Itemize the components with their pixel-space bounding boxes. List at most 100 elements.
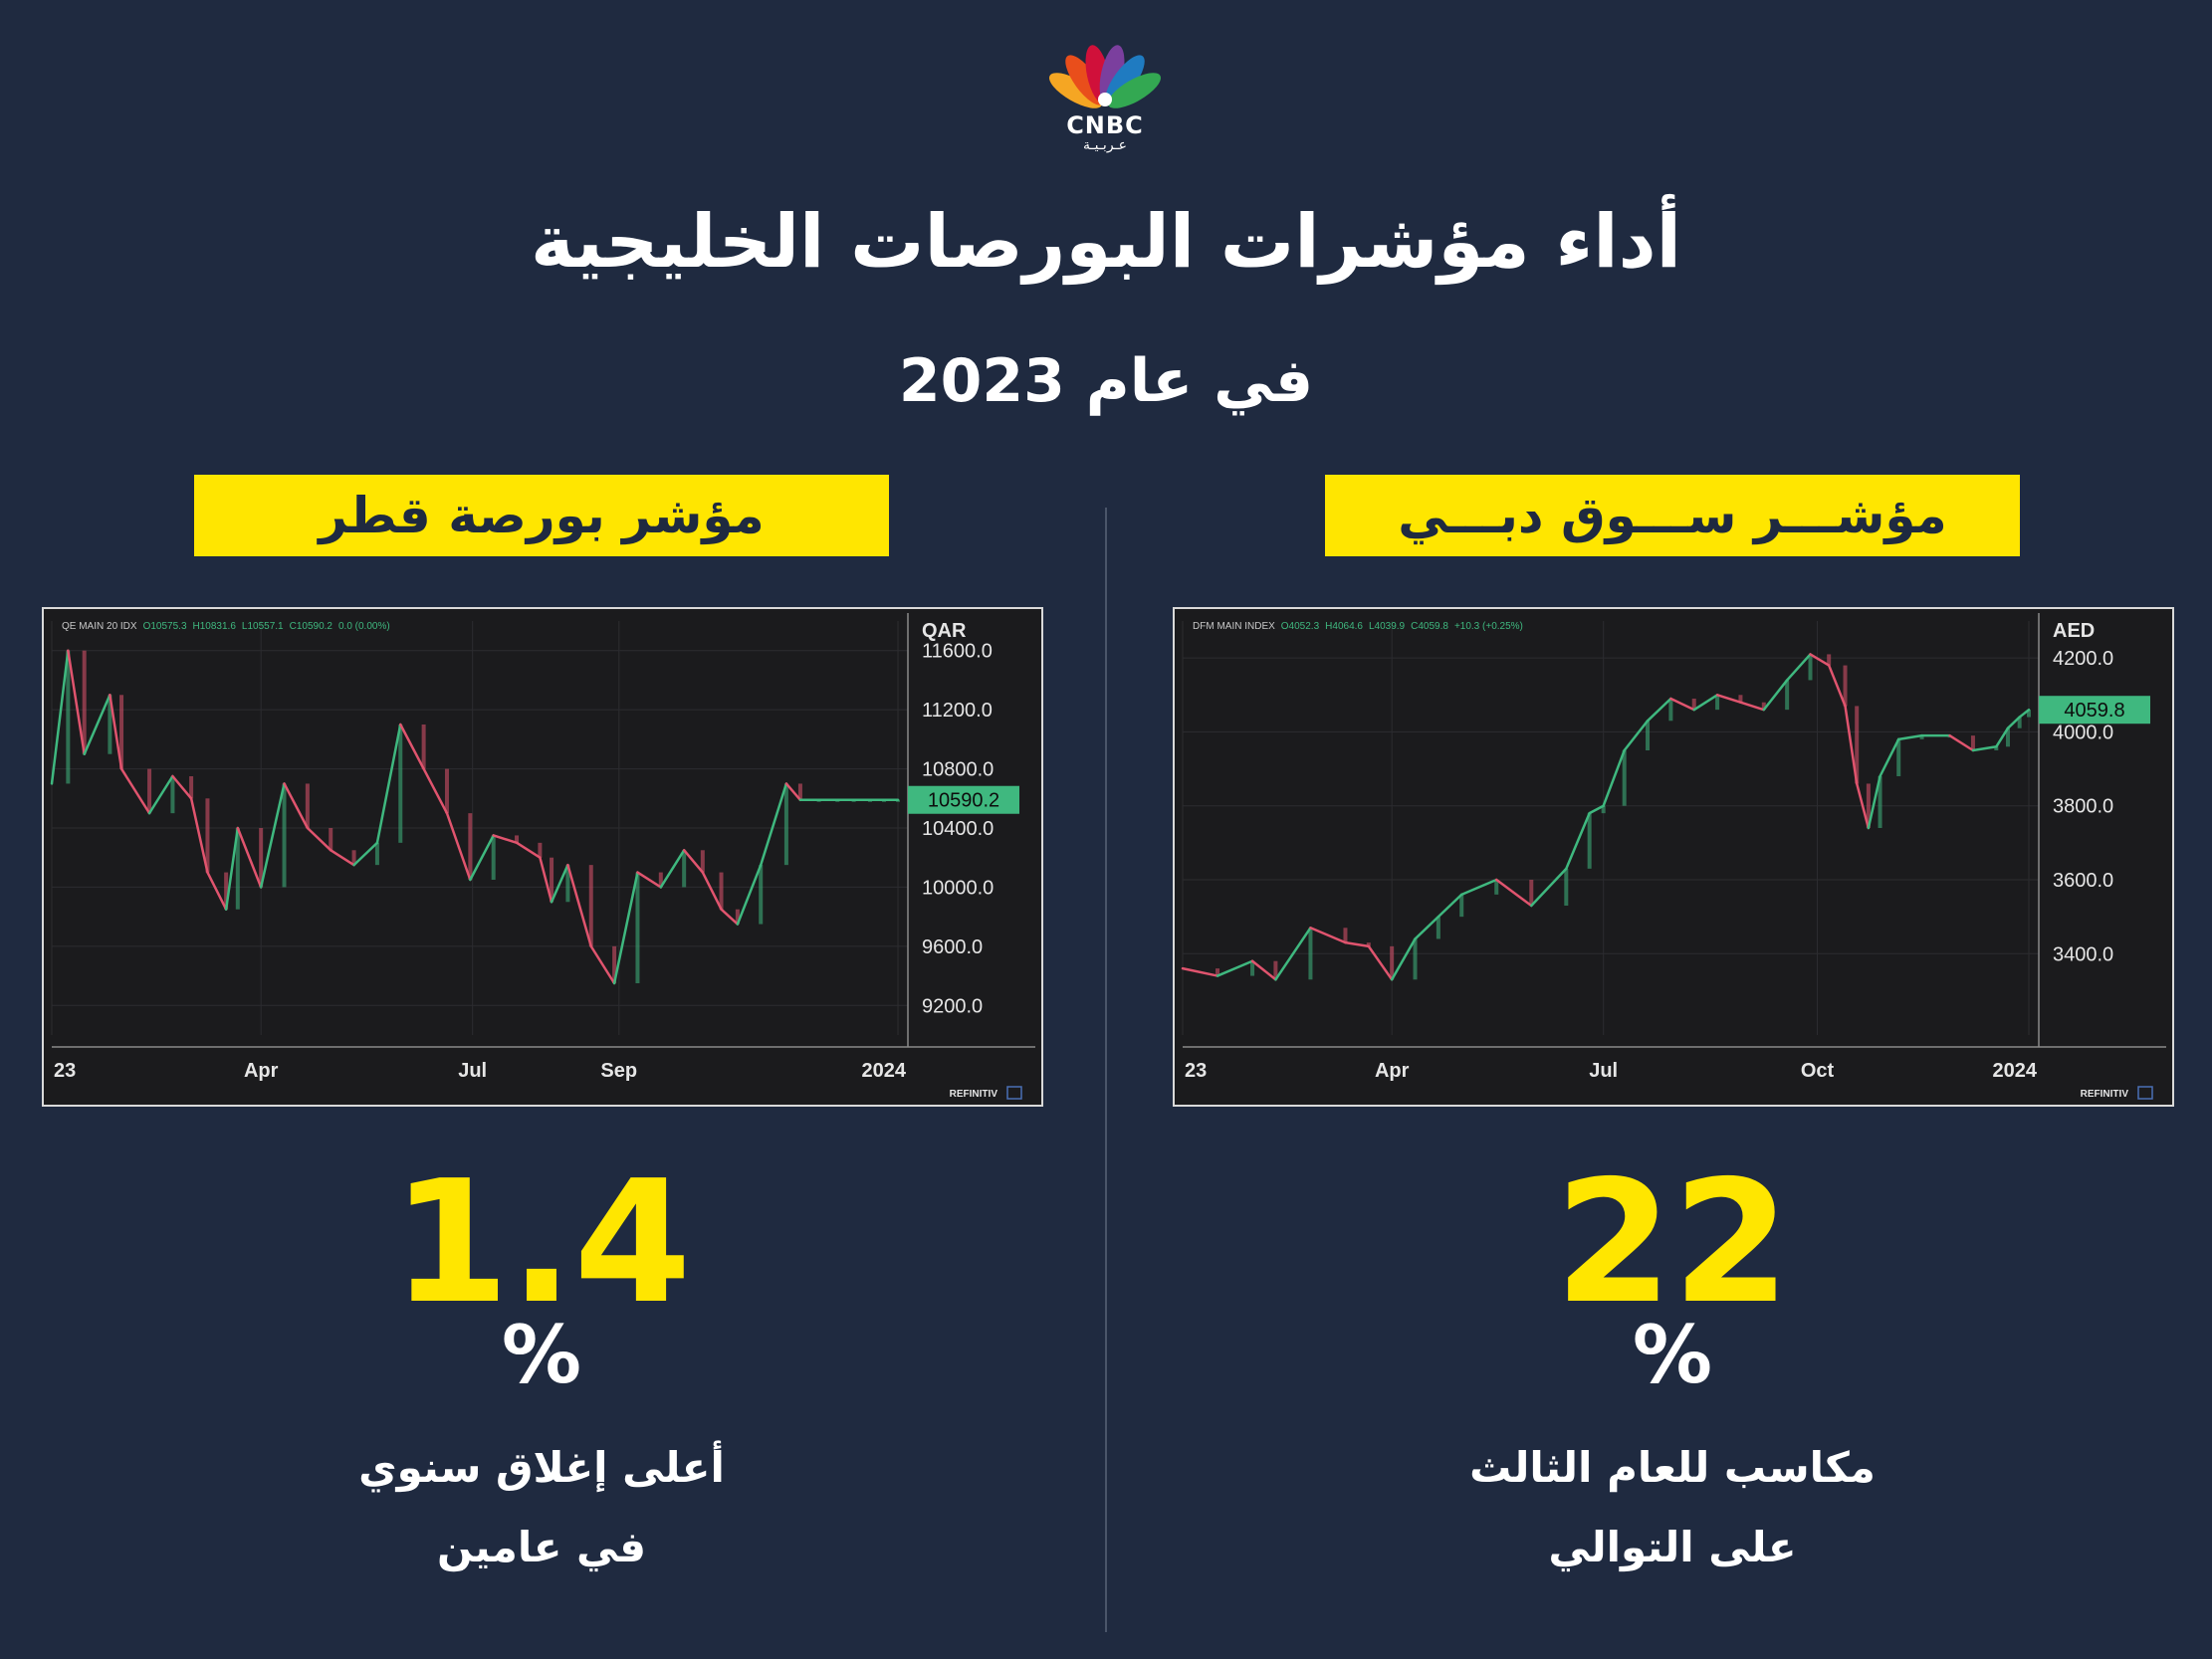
series-segment [1437,893,1463,919]
x-tick-label: 23 [1185,1060,1207,1082]
series-segment [399,723,425,770]
candle-mark [1808,654,1813,681]
series-segment [1971,745,1998,752]
series-segment [1602,748,1626,807]
candle-mark [1691,699,1696,711]
candle-mark [612,945,617,983]
chart-header-header_chg: 0.0 (0.00%) [338,621,390,632]
series-segment [1739,701,1766,712]
x-tick-label: 23 [54,1060,76,1082]
series-segment [1715,694,1742,704]
candle-mark [82,650,87,754]
candle-mark [1855,706,1860,784]
series-segment [550,863,569,904]
series-segment [306,826,332,852]
x-tick-label: 2024 [1993,1060,2038,1082]
peacock-feather [1107,73,1162,108]
candle-mark [1390,945,1395,980]
dubai-chart: DFM MAIN INDEX O4052.3 H4064.6 L4039.9 C4059… [1173,607,2174,1107]
candle-mark [515,835,520,843]
candle-mark [1494,880,1499,895]
candle-mark [2027,710,2031,718]
series-segment [147,774,174,815]
last-value-label: 10590.2 [928,790,999,812]
qatar-change-value: 1.4 [391,1144,692,1342]
candle-mark [1250,960,1255,976]
y-tick-label: 10000.0 [922,877,994,899]
candle-mark [1827,654,1832,666]
chart-header-header_h: H4064.6 [1325,621,1363,632]
candle-mark [1896,738,1901,776]
y-tick-label: 3800.0 [2053,796,2113,818]
candle-mark [1413,938,1418,980]
dubai-caption-line2: على التوالي [1548,1523,1797,1571]
candle-mark [1343,928,1348,943]
series-segment [1762,679,1789,712]
candle-mark [444,768,449,814]
series-segment [1785,653,1812,682]
series-segment [1414,915,1440,940]
candle-mark [700,850,705,873]
candle-mark [235,828,240,910]
y-tick-label: 3600.0 [2053,870,2113,892]
chart-header-header_c: C4059.8 [1411,621,1448,632]
candle-mark [550,857,554,903]
qatar-caption-line2: في عامين [436,1523,647,1571]
dubai-change-value: 22 [1554,1144,1791,1342]
series-segment [1367,944,1394,981]
series-segment [492,834,519,845]
page-title: أداء مؤشرات البورصات الخليجية [531,199,1681,285]
candle-mark [1843,665,1848,707]
refinitiv-icon [2137,1086,2153,1100]
dubai-index-banner: مؤشـــر ســـوق دبـــي [1325,475,2020,556]
candle-mark [1668,699,1673,722]
series-segment [720,908,740,926]
candle-mark [1715,695,1720,711]
candle-mark [66,650,71,784]
x-tick-label: Oct [1801,1060,1835,1082]
series-segment [659,849,686,889]
series-segment [566,863,593,948]
candle-mark [658,872,663,888]
candle-mark [896,799,900,802]
series-segment [612,871,639,985]
series-segment [636,871,663,889]
series-segment [1692,694,1719,712]
series-segment [515,841,542,859]
candle-mark [1866,783,1871,828]
series-segment [759,782,788,867]
x-tick-label: Sep [600,1060,637,1082]
y-tick-label: 11600.0 [922,641,993,663]
chart-header: QE MAIN 20 IDX O10575.3 H10831.6 L10557.1 C1… [62,621,390,632]
series-segment [445,811,472,882]
qatar-index-banner: مؤشر بورصة قطر [194,475,889,556]
series-segment [1896,733,1923,741]
cnbc-logo: CNBC عـربـيـة [1045,38,1165,153]
logo-arabic-text: عـربـيـة [1082,137,1127,153]
qatar-percent-sign: % [501,1309,582,1401]
series-segment [171,774,193,800]
y-tick-label: 9600.0 [922,936,983,958]
series-segment [1390,937,1417,981]
series-segment [469,834,495,882]
candle-mark [374,842,379,866]
series-segment [1530,867,1568,908]
candle-mark [1273,960,1278,980]
currency-label: QAR [922,620,967,642]
series-segment [1588,804,1605,815]
series-segment [589,944,616,985]
x-tick-label: Jul [458,1060,487,1082]
series-segment [1879,737,1900,778]
last-value-label: 4059.8 [2064,700,2124,722]
series-segment [352,841,379,867]
series-segment [784,782,802,802]
candle-mark [565,865,570,903]
chart-header-header_l: L10557.1 [242,621,284,632]
series-segment [1827,664,1847,708]
series-segment [283,782,310,830]
candle-mark [1308,928,1313,980]
dubai-caption-line1: مكاسب للعام الثالث [1469,1443,1876,1492]
qatar-caption-line1: أعلى إغلاق سنوي [358,1443,725,1492]
y-tick-label: 9200.0 [922,995,983,1017]
series-segment [1948,733,1975,752]
